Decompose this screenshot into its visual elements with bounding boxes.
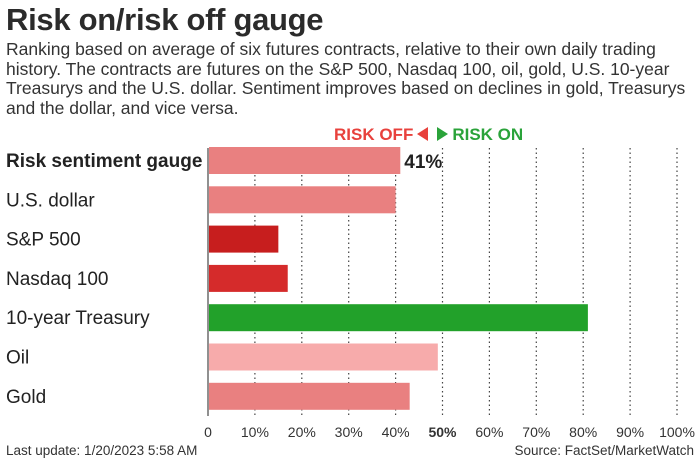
x-tick-label: 10% xyxy=(241,424,269,440)
bar-oil xyxy=(209,343,438,371)
category-label: Oil xyxy=(6,348,29,369)
category-label: 10-year Treasury xyxy=(6,308,150,329)
category-label: S&P 500 xyxy=(6,230,81,251)
bar-gold xyxy=(209,382,410,410)
x-tick-label: 80% xyxy=(569,424,597,440)
bar-risk-sentiment-gauge xyxy=(209,147,401,174)
bar-s-p-500 xyxy=(209,225,279,253)
x-tick-label: 90% xyxy=(616,424,644,440)
legend-risk-off: RISK OFF xyxy=(334,125,414,144)
x-tick-label: 20% xyxy=(288,424,316,440)
legend-risk-on: RISK ON xyxy=(452,125,524,144)
source-note: Source: FactSet/MarketWatch xyxy=(514,443,694,458)
x-tick-label: 70% xyxy=(522,424,550,440)
last-update: Last update: 1/20/2023 5:58 AM xyxy=(6,443,198,458)
x-tick-label: 0 xyxy=(204,424,212,440)
chart-subtitle: Ranking based on average of six futures … xyxy=(6,39,686,118)
x-tick-label: 100% xyxy=(659,424,695,440)
bar-u-s-dollar xyxy=(209,186,396,214)
chart-title: Risk on/risk off gauge xyxy=(6,2,324,37)
category-label: Risk sentiment gauge xyxy=(6,151,202,172)
category-label: Gold xyxy=(6,387,46,408)
bar-nasdaq-100 xyxy=(209,264,288,292)
risk-on-arrow-icon xyxy=(437,127,449,141)
data-label: 41% xyxy=(404,152,442,173)
category-label: U.S. dollar xyxy=(6,190,95,211)
risk-off-arrow-icon xyxy=(417,127,429,141)
x-tick-label: 40% xyxy=(382,424,410,440)
bar-10-year-treasury xyxy=(209,304,588,332)
category-label: Nasdaq 100 xyxy=(6,269,108,290)
legend: RISK OFF RISK ON xyxy=(334,125,523,145)
x-tick-label: 30% xyxy=(335,424,363,440)
x-tick-label: 60% xyxy=(475,424,503,440)
x-tick-label: 50% xyxy=(428,424,457,440)
